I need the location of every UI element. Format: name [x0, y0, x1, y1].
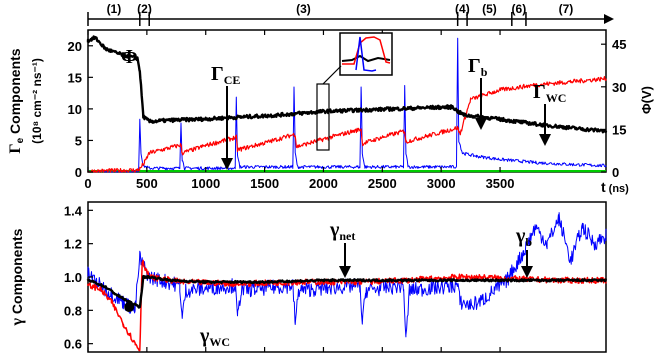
phase-label-4: (5): [482, 2, 497, 16]
gamma-b-label-sub: b: [481, 65, 488, 79]
gamma-b2-arrowhead: [521, 266, 533, 278]
gamma-ce-label: ΓCE: [211, 63, 240, 87]
phase-label-2: (3): [296, 2, 311, 16]
top-ytick-label-1: 5: [75, 133, 82, 148]
gamma-wc2-label: γWC: [199, 325, 230, 349]
bottom-ytick-label-2: 1.0: [64, 270, 82, 285]
bottom-ylabel-symbol: γ: [9, 317, 26, 326]
top-series-1: [87, 37, 607, 173]
gamma-wc2-label-sub: WC: [209, 335, 230, 349]
top-ytick-label-3: 15: [68, 70, 82, 85]
xlabel-unit: (ns): [609, 183, 630, 195]
zoom-connector: [322, 65, 342, 85]
top-ylabel-symbol: Γ: [7, 143, 24, 153]
gamma-wc-label: ΓWC: [533, 81, 566, 105]
top-ylabel: Γe Components: [7, 48, 26, 153]
top-ytick-label-2: 10: [68, 102, 82, 117]
bottom-ylabel-rest: Components: [9, 228, 25, 318]
top-ytick-label-0: 0: [75, 165, 82, 180]
right-ylabel-text: Φ(V): [639, 86, 654, 114]
zoom-inset: [316, 32, 393, 151]
zoom-inset-black-line: [341, 54, 391, 63]
svg-text:Γe Components: Γe Components: [7, 48, 26, 153]
zoom-inset-blue-line: [355, 36, 377, 72]
top-ylabel-rest: Components: [7, 48, 23, 138]
gamma-ce-arrowhead: [221, 158, 233, 170]
phase-label-0: (1): [107, 2, 122, 16]
top-ylabel-units-text: (10⁸ cm⁻² ns⁻¹): [30, 58, 44, 144]
top-ticks: 0 500 1000 1500 2000 2500 3000 3500 0 5 10 15 20 0 15 3…: [68, 30, 626, 191]
gamma-b-label: Γb: [468, 55, 488, 79]
phase-label-1: (2): [137, 2, 152, 16]
right-ytick-label-0: 0: [612, 165, 619, 180]
top-series-3: [86, 35, 608, 134]
svg-text:γ Components: γ Components: [9, 228, 26, 326]
top-xtick-label-4: 2000: [309, 176, 338, 191]
gamma-wc2-label-main: γ: [199, 325, 210, 347]
top-ylabel-sub: e: [15, 137, 26, 143]
bottom-ytick-label-1: 0.8: [64, 303, 82, 318]
top-series: [86, 35, 608, 173]
gamma-net-label-sub: net: [339, 229, 355, 243]
phase-bar-arrow: [604, 14, 614, 24]
phase-label-3: (4): [455, 2, 470, 16]
bottom-black-dot: [124, 302, 135, 312]
gamma-b2-label: γb: [515, 225, 532, 249]
top-xtick-label-7: 3500: [486, 176, 515, 191]
xlabel: t (ns): [601, 179, 629, 195]
top-ylabel-units: (10⁸ cm⁻² ns⁻¹): [30, 58, 44, 144]
right-ytick-label-3: 45: [612, 37, 626, 52]
bottom-ticks: 0.6 0.8 1.0 1.2 1.4: [64, 203, 501, 352]
phase-label-5: (6): [512, 2, 527, 16]
top-xtick-label-0: 0: [84, 176, 91, 191]
right-ylabel: Φ(V): [639, 86, 654, 114]
bottom-ytick-label-4: 1.4: [64, 203, 83, 218]
bottom-series: [86, 212, 608, 352]
xlabel-t: t: [601, 179, 606, 195]
bottom-ytick-label-3: 1.2: [64, 237, 82, 252]
gamma-b-label-main: Γ: [468, 55, 481, 77]
gamma-b2-label-main: γ: [515, 225, 526, 247]
right-ytick-label-1: 15: [612, 122, 626, 137]
gamma-ce-label-main: Γ: [211, 63, 224, 85]
top-xtick-label-2: 1000: [191, 176, 220, 191]
top-panel: 0 500 1000 1500 2000 2500 3000 3500 0 5 10 15 20 0 15 3…: [68, 29, 626, 191]
gamma-b2-label-sub: b: [525, 235, 532, 249]
top-xtick-label-3: 1500: [250, 176, 279, 191]
bottom-ylabel: γ Components: [9, 228, 26, 326]
bottom-ytick-label-0: 0.6: [64, 337, 82, 352]
gamma-net-label: γnet: [329, 219, 355, 243]
gamma-wc-arrowhead: [539, 134, 551, 146]
phase-label-6: (7): [559, 2, 574, 16]
zoom-inset-red-line: [342, 36, 391, 65]
top-xtick-label-5: 2500: [368, 176, 397, 191]
gamma-ce-label-sub: CE: [224, 73, 241, 87]
top-xtick-label-6: 3000: [427, 176, 456, 191]
top-xtick-label-1: 500: [136, 176, 158, 191]
phase-bar: (1) (2) (3) (4) (5) (6) (7): [87, 2, 614, 26]
gamma-net-arrowhead: [339, 266, 351, 278]
gamma-net-label-main: γ: [329, 219, 340, 241]
bottom-series-2: [86, 274, 608, 309]
phi-label: Φ: [121, 46, 138, 68]
gamma-wc-label-sub: WC: [546, 91, 567, 105]
top-series-2: [87, 75, 607, 173]
gamma-b-arrowhead: [475, 118, 487, 130]
right-ytick-label-2: 30: [612, 80, 626, 95]
gamma-wc-label-main: Γ: [533, 81, 546, 103]
top-ytick-label-4: 20: [68, 39, 82, 54]
